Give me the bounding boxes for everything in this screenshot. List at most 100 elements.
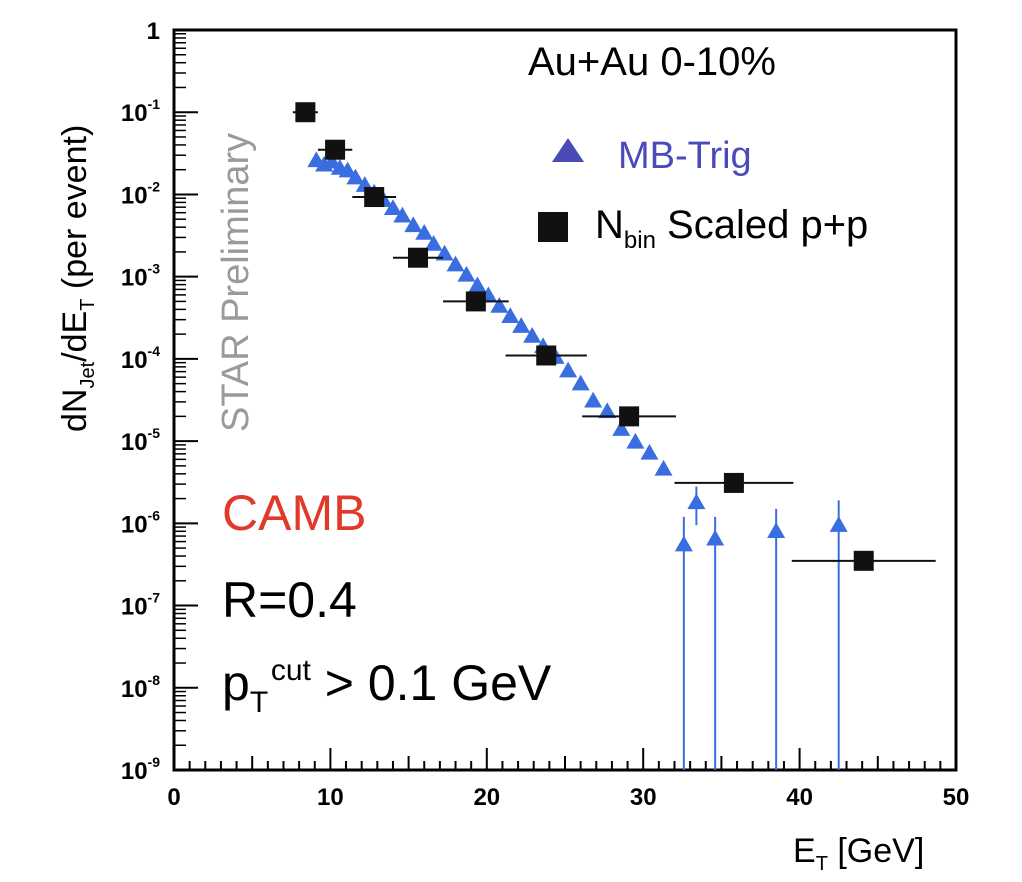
pp-scaled-point [407, 247, 428, 268]
mb-trig-point [654, 459, 673, 476]
x-tick-label: 30 [630, 784, 657, 811]
mb-trig-point [404, 216, 423, 233]
mb-trig-point [512, 317, 531, 333]
y-tick-label: 10-6 [121, 507, 160, 538]
mb-trig-point [640, 443, 659, 460]
pp-scaled-point [364, 187, 385, 208]
y-tick-label: 10-7 [121, 590, 160, 621]
pt-cut-rest: > 0.1 GeV [311, 655, 552, 711]
mb-trig-point [322, 152, 341, 169]
y-tick-base: 10 [121, 182, 148, 209]
pp-scaled-point [295, 102, 316, 123]
mb-trig-point [468, 276, 487, 293]
pp-scaled-point [723, 472, 744, 493]
y-label-main1: dN [56, 389, 94, 432]
y-tick-base: 10 [121, 429, 148, 456]
y-tick-base: 10 [121, 100, 148, 127]
camb-label: CAMB [222, 485, 366, 541]
mb-trig-point [687, 493, 706, 510]
y-tick-base: 1 [147, 18, 160, 45]
y-tick-label: 1 [147, 18, 160, 45]
y-tick-exponent: -2 [148, 178, 161, 194]
y-tick-exponent: -1 [148, 96, 161, 112]
y-tick-exponent: -6 [148, 507, 161, 523]
x-tick-label: 40 [786, 784, 813, 811]
pp-scaled-point [325, 139, 346, 160]
mb-trig-point [706, 529, 725, 546]
pp-scaled-series [292, 102, 936, 571]
legend: MB-Trig Nbin Scaled p+p [538, 135, 868, 254]
y-axis-tick-labels: 10-910-810-710-610-510-410-310-210-11 [121, 18, 160, 785]
legend-pp-sub: bin [624, 227, 656, 254]
x-axis-ticks [173, 748, 957, 770]
y-axis-label: dNJet/dET (per event) [56, 125, 99, 432]
mb-trig-point [457, 265, 476, 282]
x-tick-label: 10 [317, 784, 344, 811]
mb-trig-point [338, 161, 357, 178]
mb-trig-point [435, 244, 454, 261]
mb-trig-point [424, 234, 443, 251]
y-tick-label: 10-3 [121, 261, 160, 292]
y-tick-exponent: -7 [148, 590, 161, 606]
star-preliminary-watermark: STAR Preliminary [215, 133, 257, 432]
y-tick-base: 10 [121, 265, 148, 292]
mb-trig-point [501, 307, 520, 324]
mb-trig-point [829, 516, 848, 532]
mb-trig-point [393, 206, 412, 223]
y-tick-exponent: -4 [148, 343, 161, 359]
pt-cut-label: pTcut > 0.1 GeV [222, 654, 552, 719]
x-tick-label: 20 [473, 784, 500, 811]
legend-pp-main: N [595, 203, 624, 247]
y-tick-label: 10-4 [121, 343, 160, 374]
y-tick-base: 10 [121, 511, 148, 538]
x-label-main: E [793, 832, 816, 870]
pp-scaled-point [536, 345, 557, 366]
mb-trig-point [584, 391, 603, 408]
mb-trig-point [612, 420, 631, 436]
x-label-sub: T [816, 853, 828, 875]
y-tick-label: 10-1 [121, 96, 160, 127]
y-axis-ticks [174, 29, 198, 771]
mb-trig-point [571, 374, 590, 391]
mb-trig-point [490, 296, 509, 313]
mb-trig-point [598, 402, 617, 419]
legend-mb-trig-label: MB-Trig [618, 135, 752, 177]
legend-pp-label: Nbin Scaled p+p [595, 203, 868, 254]
pp-scaled-point [853, 550, 874, 571]
pt-cut-sub: T [250, 686, 268, 719]
mb-trig-point [523, 326, 542, 343]
pp-scaled-point [465, 291, 486, 312]
y-tick-exponent: -8 [148, 672, 161, 688]
x-label-rest: [GeV] [828, 832, 924, 870]
legend-triangle-marker [552, 138, 584, 162]
y-tick-exponent: -9 [148, 754, 161, 770]
legend-pp-rest: Scaled p+p [656, 203, 868, 247]
x-axis-tick-labels: 0 10 20 30 40 50 [167, 784, 969, 811]
legend-square-marker [538, 212, 568, 242]
y-tick-base: 10 [121, 594, 148, 621]
mb-trig-point [415, 223, 434, 240]
y-label-sub2: T [77, 299, 99, 311]
pp-scaled-point [619, 406, 640, 427]
y-tick-base: 10 [121, 758, 148, 785]
x-axis-label: ET [GeV] [793, 832, 924, 875]
y-tick-exponent: -3 [148, 261, 161, 277]
y-tick-base: 10 [121, 347, 148, 374]
mb-trig-point [383, 199, 402, 215]
mb-trig-point [559, 361, 578, 378]
y-label-sub1: Jet [77, 361, 99, 388]
x-tick-label: 0 [167, 784, 180, 811]
y-label-rest: (per event) [56, 125, 94, 299]
y-tick-label: 10-5 [121, 425, 160, 456]
mb-trig-point [626, 432, 645, 449]
y-tick-label: 10-8 [121, 672, 160, 703]
y-label-main2: /dE [56, 311, 94, 362]
y-tick-exponent: -5 [148, 425, 161, 441]
mb-trig-point [674, 535, 693, 552]
mb-trig-point [767, 522, 786, 539]
x-tick-label: 50 [943, 784, 970, 811]
chart-title: Au+Au 0-10% [528, 40, 776, 84]
pt-cut-sup: cut [271, 654, 312, 687]
y-tick-label: 10-2 [121, 178, 160, 209]
